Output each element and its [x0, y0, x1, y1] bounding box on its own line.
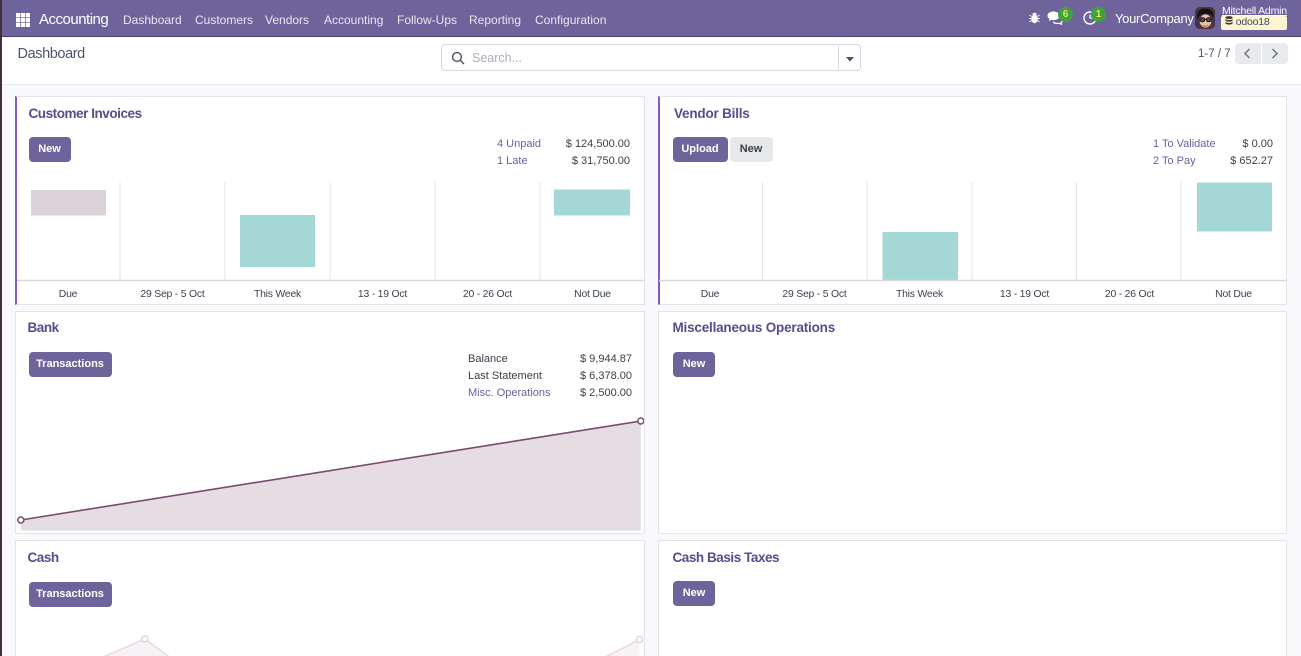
- svg-text:13 - 19 Oct: 13 - 19 Oct: [358, 289, 408, 300]
- svg-text:20 - 26 Oct: 20 - 26 Oct: [463, 289, 513, 300]
- svg-text:Not Due: Not Due: [1215, 289, 1252, 300]
- svg-text:20 - 26 Oct: 20 - 26 Oct: [1105, 289, 1155, 300]
- svg-text:This Week: This Week: [254, 289, 302, 300]
- svg-text:Due: Due: [701, 289, 720, 300]
- svg-text:Not Due: Not Due: [574, 289, 611, 300]
- svg-text:This Week: This Week: [896, 289, 944, 300]
- svg-text:Due: Due: [59, 289, 78, 300]
- svg-text:29 Sep - 5 Oct: 29 Sep - 5 Oct: [140, 289, 205, 300]
- svg-text:29 Sep - 5 Oct: 29 Sep - 5 Oct: [782, 289, 847, 300]
- svg-text:13 - 19 Oct: 13 - 19 Oct: [1000, 289, 1050, 300]
